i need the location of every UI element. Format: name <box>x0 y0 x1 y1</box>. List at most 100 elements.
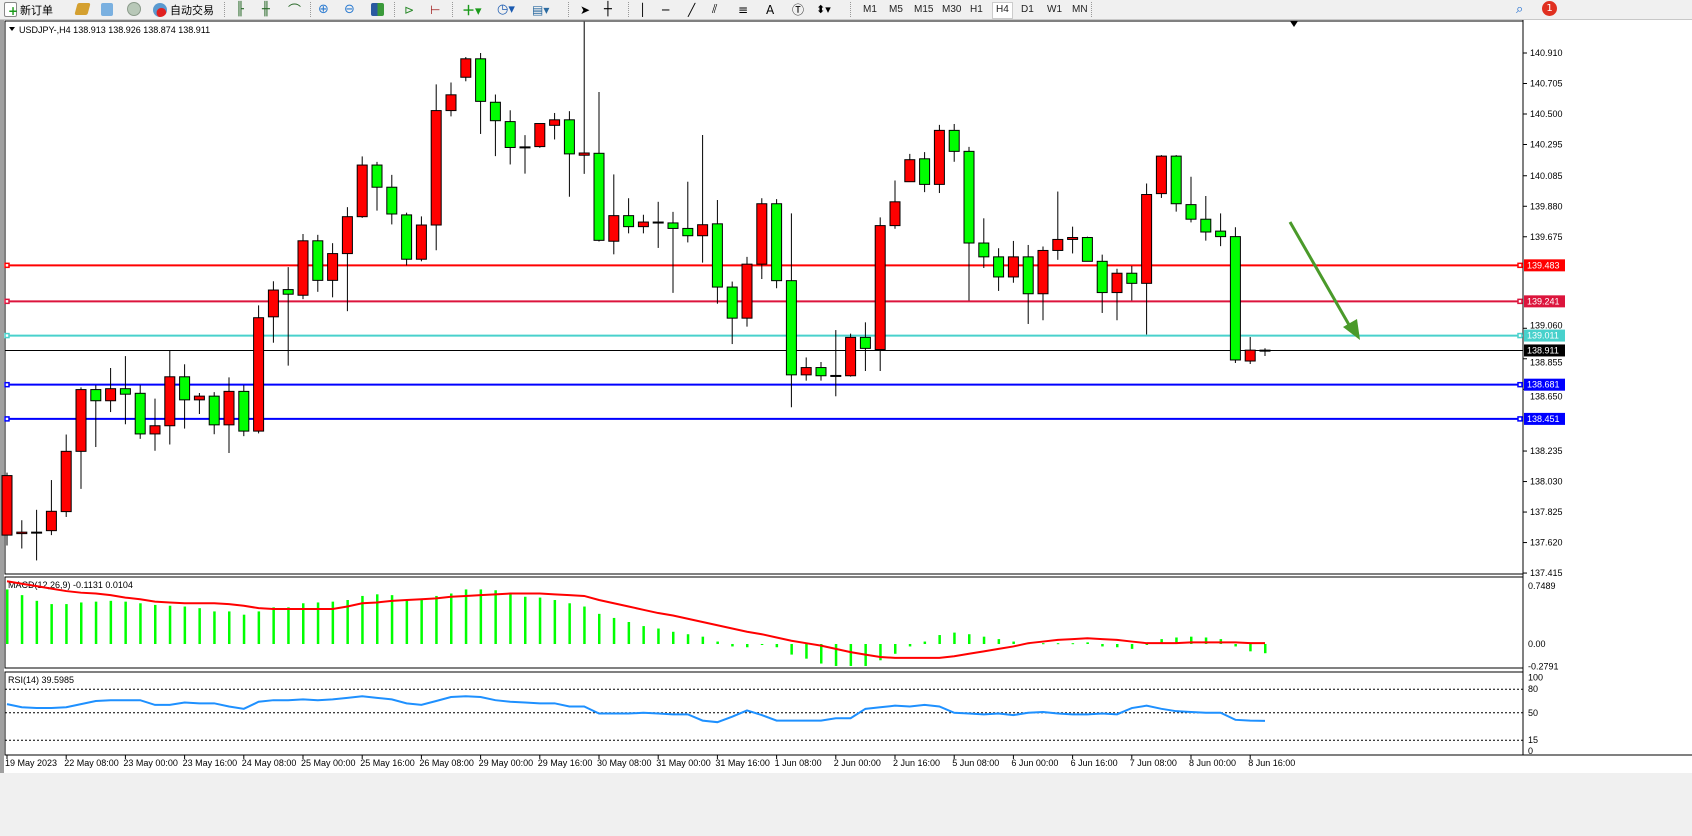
line-handle-right[interactable] <box>1517 298 1523 305</box>
trendline-icon[interactable]: ╱ <box>688 2 696 17</box>
periods-icon[interactable]: ◷▾ <box>497 2 515 17</box>
line-handle-right[interactable] <box>1517 262 1523 269</box>
time-tick-label: 25 May 16:00 <box>360 758 415 768</box>
candle <box>1200 195 1212 241</box>
line-handle-right[interactable] <box>1517 416 1523 422</box>
equidistant-channel-icon[interactable]: ⫽ <box>712 2 718 16</box>
bar-chart-icon[interactable]: ╟ <box>236 2 244 17</box>
signal-icon[interactable] <box>127 2 141 16</box>
chart-shift-icon[interactable]: ⊢ <box>430 2 441 17</box>
candle <box>652 201 664 248</box>
candle-body <box>593 152 605 241</box>
candle <box>164 350 176 445</box>
candle <box>16 520 28 549</box>
templates-icon[interactable]: ▤▾ <box>532 2 550 17</box>
timeframe-m15[interactable]: M15 <box>914 4 934 15</box>
zoom-in-icon[interactable]: ⊕ <box>318 2 329 17</box>
symbol-menu-icon[interactable] <box>9 27 15 31</box>
line-handle-left[interactable] <box>4 298 10 305</box>
candle <box>327 243 339 298</box>
macd-histogram-bar <box>361 595 364 644</box>
time-tick-label: 5 Jun 08:00 <box>952 758 999 768</box>
annotation-arrow-head[interactable] <box>1343 319 1360 340</box>
autoscroll-icon[interactable]: ⊳ <box>404 2 415 17</box>
chart-window[interactable]: USDJPY-,H4 138.913 138.926 138.874 138.9… <box>0 20 1692 775</box>
candle <box>608 174 620 255</box>
candle <box>60 434 72 517</box>
macd-histogram-bar <box>775 644 779 648</box>
line-handle-left[interactable] <box>4 416 10 422</box>
macd-histogram-bar <box>968 634 971 644</box>
vertical-line-icon[interactable]: │ <box>639 2 647 17</box>
candle <box>697 134 709 263</box>
timeframe-h1[interactable]: H1 <box>970 4 983 15</box>
horizontal-line-icon[interactable]: ─ <box>662 2 670 17</box>
price-line-label-box <box>1524 329 1565 342</box>
timeframe-w1[interactable]: W1 <box>1047 4 1062 15</box>
annotation-arrow-shaft[interactable] <box>1288 221 1354 331</box>
macd-histogram-bar <box>390 595 394 644</box>
time-tick-label: 6 Jun 00:00 <box>1011 758 1058 768</box>
zoom-out-icon[interactable]: ⊖ <box>344 2 355 17</box>
cursor-icon[interactable]: ➤ <box>580 2 591 17</box>
candle <box>356 156 368 218</box>
new-order-icon: + <box>4 2 18 17</box>
macd-histogram-bar <box>553 600 557 644</box>
candle-body <box>1052 238 1064 251</box>
timeframe-m5[interactable]: M5 <box>889 4 903 15</box>
price-line-label-box <box>1524 259 1565 272</box>
macd-histogram-bar <box>331 601 335 644</box>
new-order-button[interactable]: + 新订单 <box>4 1 53 18</box>
timeframe-m30[interactable]: M30 <box>942 4 962 15</box>
candle <box>238 385 250 437</box>
tile-windows-icon[interactable] <box>371 3 384 16</box>
candle <box>312 234 324 292</box>
line-chart-icon[interactable]: ⌒ <box>288 4 302 19</box>
candle <box>1244 337 1256 364</box>
timeframe-m1[interactable]: M1 <box>863 4 877 15</box>
candle-body <box>519 146 531 149</box>
price-line-label-box <box>1524 295 1565 308</box>
auto-trading-button[interactable]: 自动交易 <box>153 1 214 18</box>
candle-body <box>75 389 87 452</box>
candle <box>149 398 161 451</box>
candle <box>830 330 842 397</box>
price-tick-label: 138.030 <box>1530 477 1563 487</box>
indicators-icon[interactable]: ＋▾ <box>462 4 482 19</box>
candle-body <box>623 215 635 228</box>
price-line-label: 138.451 <box>1527 414 1560 424</box>
arrows-icon[interactable]: ⬍▾ <box>816 3 831 16</box>
timeframe-d1[interactable]: D1 <box>1021 4 1034 15</box>
candle <box>726 281 738 345</box>
line-handle-right[interactable] <box>1517 332 1523 339</box>
text-label-icon[interactable]: Ⓣ <box>792 3 805 17</box>
candle-body <box>741 263 753 319</box>
macd-histogram-bar <box>183 606 187 644</box>
macd-histogram-bar <box>376 594 379 644</box>
timeframe-mn[interactable]: MN <box>1072 4 1088 15</box>
line-handle-right[interactable] <box>1517 381 1523 388</box>
chart-shift-marker[interactable] <box>1290 21 1298 27</box>
text-icon[interactable]: A <box>766 2 775 17</box>
macd-histogram-bar <box>228 611 231 644</box>
line-handle-left[interactable] <box>4 332 10 339</box>
candle-body <box>430 110 442 226</box>
fibonacci-icon[interactable]: ≡ <box>738 2 749 17</box>
search-icon[interactable]: ⌕ <box>1516 2 1524 17</box>
line-handle-left[interactable] <box>4 262 10 269</box>
crosshair-icon[interactable]: ┼ <box>604 2 612 17</box>
time-tick-label: 19 May 2023 <box>5 758 57 768</box>
price-tick-label: 140.295 <box>1530 140 1563 150</box>
candle-body <box>105 388 117 402</box>
notification-icon[interactable]: 1 <box>1542 0 1557 17</box>
timeframe-h4[interactable]: H4 <box>992 2 1013 19</box>
macd-histogram-bar <box>790 644 793 655</box>
candle-body <box>1022 256 1034 295</box>
time-tick-label: 6 Jun 16:00 <box>1071 758 1118 768</box>
history-icon[interactable] <box>74 3 91 15</box>
terminal-icon[interactable] <box>101 3 113 16</box>
price-line-label: 139.241 <box>1527 296 1560 306</box>
line-handle-left[interactable] <box>4 381 10 388</box>
candle-body <box>1081 237 1093 262</box>
candlestick-icon[interactable]: ╫ <box>262 2 270 17</box>
